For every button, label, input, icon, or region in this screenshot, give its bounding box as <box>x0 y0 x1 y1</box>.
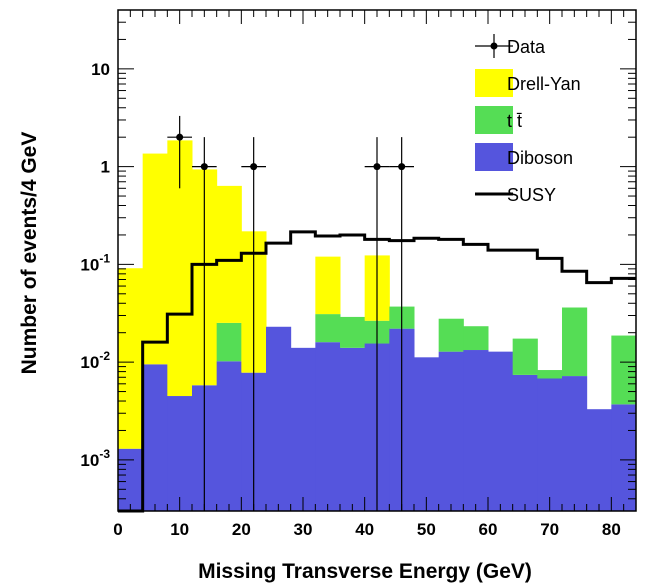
x-tick-label: 60 <box>479 520 498 539</box>
bar-diboson <box>463 350 489 511</box>
bar-diboson <box>488 351 514 511</box>
bar-t-t <box>463 326 489 351</box>
bar-t-t <box>340 316 366 348</box>
bar-t-t <box>512 338 538 375</box>
x-tick-label: 50 <box>417 520 436 539</box>
bar-diboson <box>414 357 440 511</box>
bar-diboson <box>537 378 563 511</box>
y-tick-label: 10 <box>91 60 110 79</box>
bar-diboson <box>266 326 292 511</box>
bar-drell-yan <box>142 153 168 365</box>
y-tick-label: 10-3 <box>80 447 110 470</box>
y-axis-title: Number of events/4 GeV <box>18 132 41 375</box>
data-point <box>200 163 208 171</box>
legend-marker <box>490 42 498 50</box>
legend-swatch <box>475 69 513 97</box>
data-points <box>167 115 414 511</box>
bar-drell-yan <box>216 185 242 323</box>
legend-label: Diboson <box>507 148 573 168</box>
legend-swatch <box>475 143 513 171</box>
legend-label: Data <box>507 37 546 57</box>
legend-label: SUSY <box>507 185 556 205</box>
bar-diboson <box>142 364 168 511</box>
legend: Data Drell-Yan t t̄ Diboson SUSY <box>475 34 581 205</box>
bar-diboson <box>438 351 464 511</box>
x-tick-label: 70 <box>540 520 559 539</box>
y-tick-label: 1 <box>101 158 110 177</box>
bar-t-t <box>315 314 341 343</box>
bar-diboson <box>290 347 316 511</box>
x-tick-label: 0 <box>113 520 122 539</box>
data-point <box>398 163 406 171</box>
data-point <box>373 163 381 171</box>
x-axis-title: Missing Transverse Energy (GeV) <box>198 560 532 583</box>
x-tick-label: 80 <box>602 520 621 539</box>
bar-diboson <box>562 376 588 511</box>
bar-diboson <box>216 361 242 511</box>
bar-t-t <box>537 370 563 379</box>
susy-line <box>118 230 636 513</box>
bar-diboson <box>340 347 366 511</box>
bar-t-t <box>562 307 588 377</box>
susy-histogram <box>118 230 636 513</box>
bar-diboson <box>512 374 538 511</box>
data-point <box>176 133 184 141</box>
x-tick-label: 10 <box>170 520 189 539</box>
bar-diboson <box>167 396 193 511</box>
x-tick-label: 20 <box>232 520 251 539</box>
legend-label: Drell-Yan <box>507 74 581 94</box>
bar-drell-yan <box>315 256 341 315</box>
bar-drell-yan <box>118 268 144 449</box>
legend-swatch <box>475 106 513 134</box>
bar-diboson <box>315 342 341 511</box>
bar-t-t <box>611 335 637 405</box>
legend-label: t t̄ <box>507 111 522 131</box>
x-tick-label: 40 <box>355 520 374 539</box>
x-tick-label: 30 <box>294 520 313 539</box>
axes: 0 10 20 30 40 50 60 70 80 10-3 10-2 10-1 1 10 <box>80 9 637 539</box>
bar-diboson <box>586 409 612 511</box>
bar-t-t <box>438 318 464 352</box>
bar-t-t <box>216 322 242 362</box>
y-tick-label: 10-1 <box>80 251 110 274</box>
data-point <box>250 163 258 171</box>
bar-diboson <box>118 448 144 511</box>
y-tick-label: 10-2 <box>80 349 110 372</box>
bar-diboson <box>611 404 637 511</box>
